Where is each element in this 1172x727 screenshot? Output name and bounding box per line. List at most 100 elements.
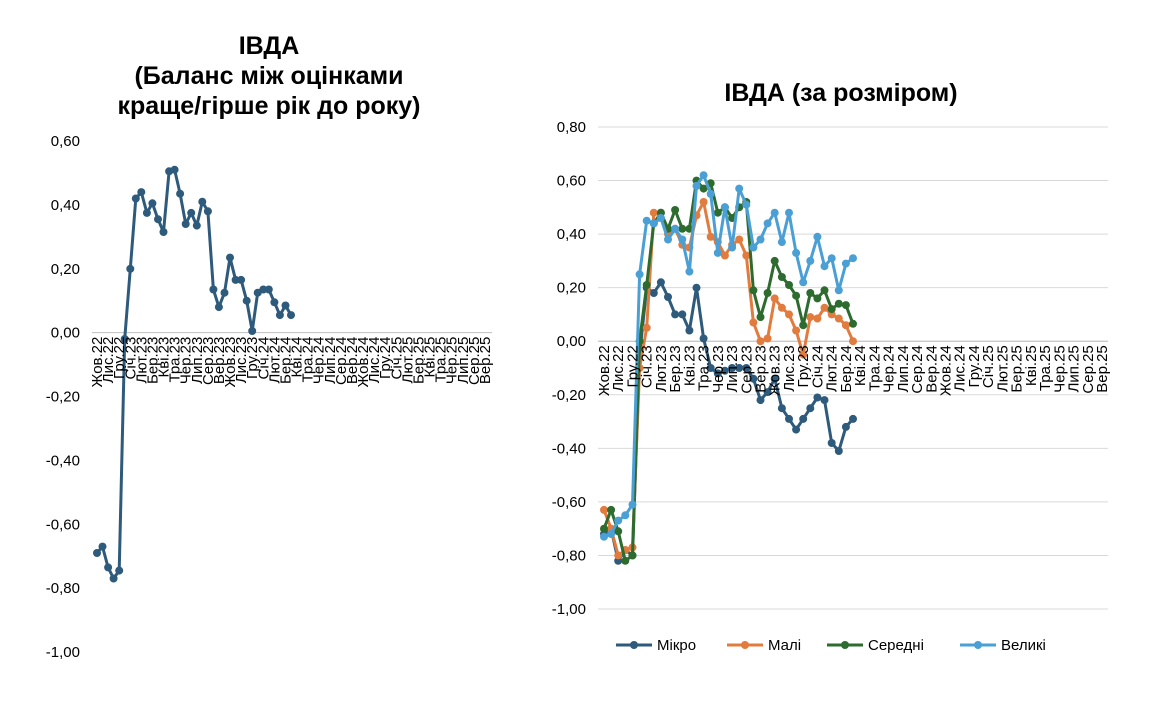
chart1-x-tick-label: Лис.22 xyxy=(100,337,117,384)
chart2-y-axis: 0,80 0,60 0,40 0,20 0,00 -0,20 -0,40 -0,60 -0,80… xyxy=(552,119,586,618)
chart2-x-tick-label: Чер.24 xyxy=(881,345,898,393)
chart2-point xyxy=(628,500,637,509)
chart1-y-tick-label: 0,00 xyxy=(51,325,80,342)
chart2-point xyxy=(713,248,722,257)
chart2-point xyxy=(777,303,786,312)
chart2-x-tick-label: Чер.23 xyxy=(710,345,727,393)
chart1-point xyxy=(237,275,246,284)
chart2-point xyxy=(678,310,687,319)
chart2-y-tick-label: 0,80 xyxy=(557,119,586,136)
chart1-point xyxy=(176,189,185,198)
chart2-point xyxy=(642,216,651,225)
chart2-x-tick-label: Лис.24 xyxy=(952,345,969,392)
chart2-point xyxy=(777,238,786,247)
chart2-point xyxy=(685,267,694,276)
chart1-x-tick-label: Січ.23 xyxy=(122,337,139,380)
chart2-point xyxy=(756,337,765,346)
chart2-point xyxy=(834,299,843,308)
chart2-point xyxy=(841,259,850,268)
chart2-point xyxy=(834,286,843,295)
chart2-point xyxy=(678,224,687,233)
chart1-point xyxy=(131,194,140,203)
chart1-x-tick-label: Вер.25 xyxy=(477,337,494,385)
chart2-x-tick-label: Січ.24 xyxy=(809,345,826,388)
legend-swatch-marker xyxy=(974,641,982,649)
chart1-x-tick-label: Лют.23 xyxy=(133,337,150,384)
chart1-y-tick-label: -0,80 xyxy=(46,580,80,597)
chart2-x-tick-label: Вер.23 xyxy=(753,345,770,393)
chart2-point xyxy=(756,235,765,244)
chart1-x-tick-label: Бер.25 xyxy=(410,337,427,384)
chart2-point xyxy=(621,556,630,565)
chart2-x-tick-label: Січ.23 xyxy=(639,345,656,388)
chart2-point xyxy=(770,294,779,303)
chart2-point xyxy=(671,224,680,233)
chart2-point xyxy=(827,254,836,263)
chart1-point xyxy=(142,208,151,217)
chart1-x-tick-label: Чер.24 xyxy=(311,337,328,385)
chart2-point xyxy=(834,447,843,455)
chart2-point xyxy=(607,530,616,538)
chart2-point xyxy=(735,364,744,372)
chart2-point xyxy=(849,319,857,328)
chart1-point xyxy=(270,298,279,307)
chart1-x-tick-label: Бер.23 xyxy=(144,337,161,384)
chart1-point xyxy=(170,165,179,174)
chart2-point xyxy=(706,189,715,198)
chart2-point xyxy=(792,248,801,257)
chart-ivda-balance: ІВДА (Баланс між оцінками краще/гірше рі… xyxy=(46,32,494,661)
chart2-x-tick-label: Лют.23 xyxy=(653,345,670,392)
chart1-point xyxy=(275,311,284,320)
chart2-point xyxy=(785,208,793,217)
chart2-point xyxy=(841,301,850,310)
chart2-point xyxy=(813,314,822,323)
chart2-point xyxy=(728,243,737,252)
chart2-point xyxy=(813,232,822,241)
chart2-point xyxy=(649,208,658,217)
chart2-point xyxy=(785,414,793,423)
chart2-point xyxy=(713,208,722,217)
chart1-x-tick-label: Жов.24 xyxy=(355,337,372,388)
chart2-point xyxy=(735,235,744,244)
chart1-point xyxy=(159,228,168,236)
chart1-x-tick-label: Січ.25 xyxy=(388,337,405,380)
chart2-point xyxy=(841,422,850,431)
chart2-y-tick-label: 0,00 xyxy=(557,333,586,350)
chart2-point xyxy=(849,254,857,263)
chart1-point xyxy=(181,220,190,228)
chart1-point xyxy=(231,275,240,284)
chart1-title-line-1: ІВДА xyxy=(239,32,300,60)
chart1-x-tick-label: Січ.24 xyxy=(255,337,272,380)
chart2-y-tick-label: 0,60 xyxy=(557,173,586,190)
chart2-point xyxy=(742,251,751,260)
chart1-series xyxy=(93,165,295,583)
chart2-x-tick-label: Гру.22 xyxy=(624,345,641,387)
chart2-point xyxy=(600,532,608,541)
chart1-point xyxy=(137,188,146,197)
chart2-point xyxy=(720,251,729,260)
chart1-point xyxy=(259,285,268,294)
chart2-point xyxy=(678,235,687,244)
chart2-x-tick-label: Жов.22 xyxy=(596,345,613,396)
chart2-line-великі xyxy=(603,173,854,539)
chart2-point xyxy=(749,243,758,252)
chart2-point xyxy=(720,203,729,212)
chart2-point xyxy=(742,364,751,372)
chart2-y-tick-label: -0,40 xyxy=(552,440,586,457)
chart1-x-tick-label: Жов.22 xyxy=(89,337,106,388)
chart2-point xyxy=(841,321,850,330)
chart2-x-tick-label: Жов.23 xyxy=(767,345,784,396)
chart2-point xyxy=(713,369,722,378)
chart2-point xyxy=(806,313,815,322)
chart2-point xyxy=(742,200,751,209)
chart1-y-tick-label: 0,20 xyxy=(51,261,80,278)
chart2-x-tick-label: Гру.24 xyxy=(966,345,983,387)
chart2-x-tick-label: Лют.25 xyxy=(994,345,1011,392)
chart1-point xyxy=(281,301,290,310)
chart1-point xyxy=(154,215,162,224)
chart2-x-tick-label: Кві.25 xyxy=(1023,345,1040,386)
chart1-point xyxy=(287,311,295,320)
chart2-x-tick-label: Лис.23 xyxy=(781,345,798,392)
chart2-point xyxy=(699,198,708,206)
